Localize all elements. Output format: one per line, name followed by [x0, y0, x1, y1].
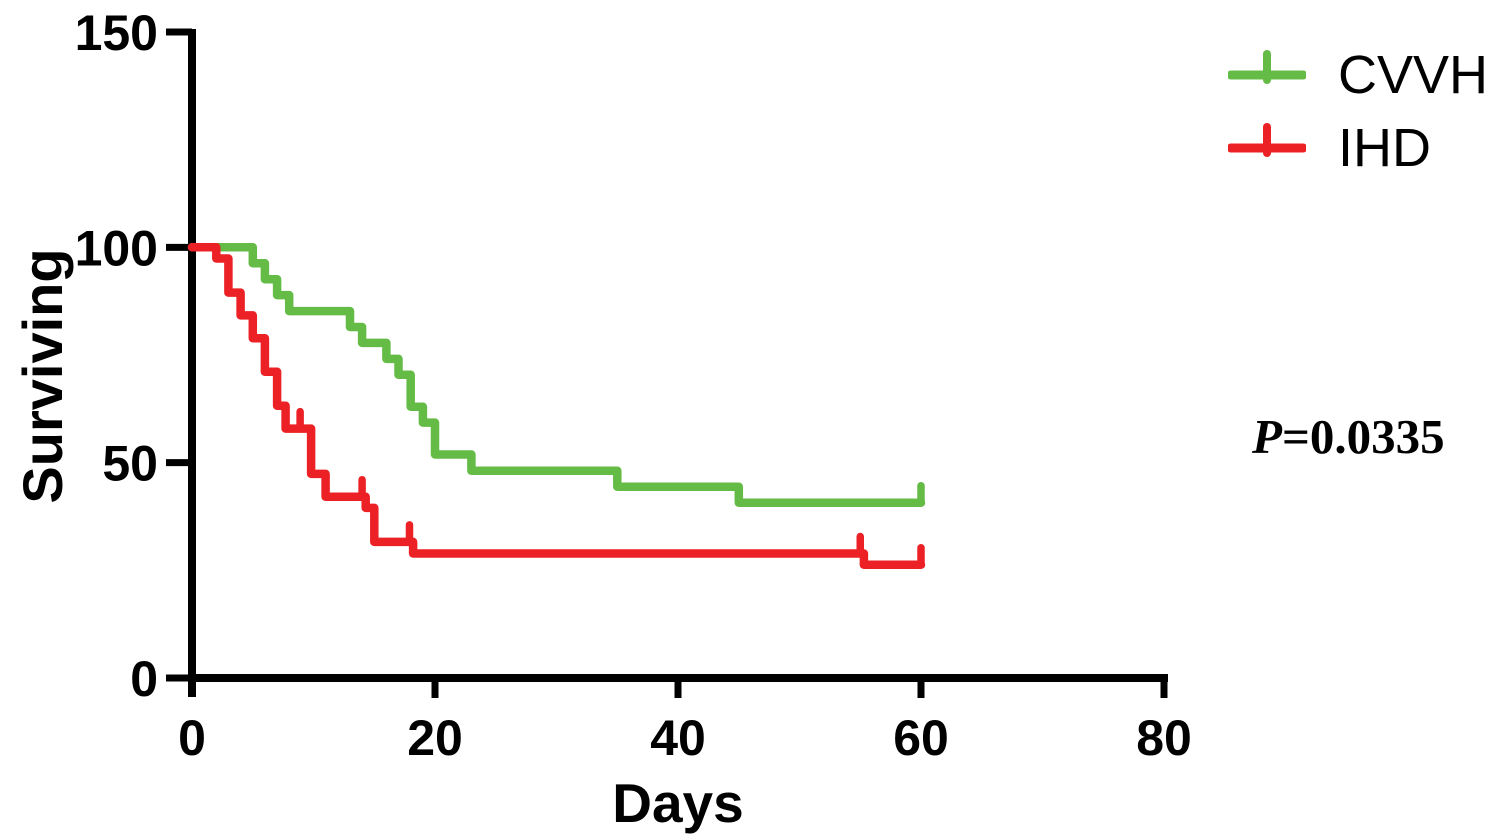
y-tick-label: 50 [102, 436, 158, 492]
y-tick-label: 150 [75, 5, 158, 61]
ihd-curve [187, 243, 926, 569]
y-tick-label: 0 [130, 651, 158, 707]
legend-label-ihd: IHD [1338, 118, 1431, 178]
cvvh-curve [187, 243, 926, 507]
x-tick-label: 40 [650, 710, 706, 766]
y-tick-label: 100 [75, 220, 158, 276]
legend-label-cvvh: CVVH [1338, 45, 1489, 105]
p-value-text: =0.0335 [1281, 409, 1445, 464]
x-tick-label: 80 [1136, 710, 1192, 766]
cvvh-swatch-icon [1228, 50, 1306, 84]
x-tick-label: 60 [893, 710, 949, 766]
p-value-annotation: P=0.0335 [1252, 410, 1445, 464]
y-axis-title: Surviving [11, 248, 74, 504]
x-tick-label: 0 [178, 710, 206, 766]
ihd-swatch-icon [1228, 123, 1306, 157]
x-tick-label: 20 [407, 710, 463, 766]
legend: CVVH IHD [1228, 0, 1500, 200]
p-symbol: P [1252, 409, 1282, 464]
x-axis-title: Days [612, 772, 744, 834]
